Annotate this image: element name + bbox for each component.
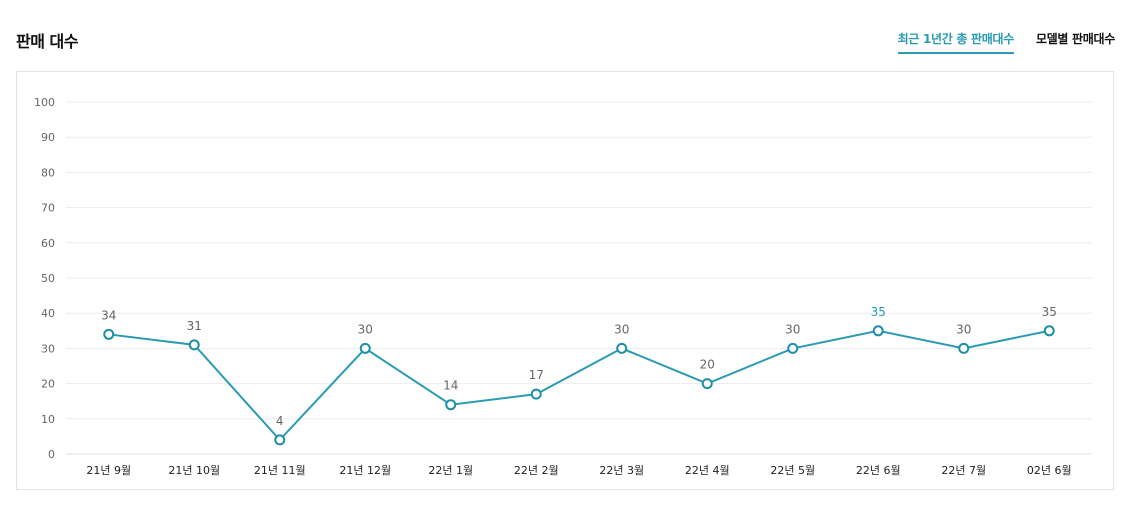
data-label: 30	[358, 322, 373, 336]
y-tick-label: 20	[41, 378, 55, 391]
y-tick-label: 30	[41, 342, 55, 355]
x-tick-label: 22년 5월	[770, 464, 815, 477]
y-tick-label: 10	[41, 413, 55, 426]
x-tick-label: 21년 12월	[339, 464, 391, 477]
x-tick-label: 22년 4월	[685, 464, 730, 477]
data-label: 30	[785, 322, 800, 336]
y-tick-label: 80	[41, 166, 55, 179]
data-point	[188, 339, 200, 351]
y-tick-label: 100	[34, 96, 55, 109]
data-label: 35	[871, 305, 886, 319]
data-point	[958, 342, 970, 354]
data-label: 30	[956, 322, 971, 336]
y-tick-label: 70	[41, 202, 55, 215]
chart-tabs: 최근 1년간 총 판매대수 모델별 판매대수	[897, 30, 1115, 54]
tab-by-model[interactable]: 모델별 판매대수	[1035, 32, 1115, 46]
y-tick-label: 90	[41, 131, 55, 144]
x-tick-label: 21년 10월	[168, 464, 220, 477]
data-label: 14	[443, 379, 458, 393]
x-tick-label: 02년 6월	[1027, 464, 1072, 477]
series-line	[108, 329, 1050, 442]
data-point	[1043, 325, 1055, 337]
data-point	[274, 434, 286, 446]
data-label: 4	[276, 414, 284, 428]
data-label: 34	[101, 308, 116, 322]
data-point	[359, 342, 371, 354]
y-tick-label: 60	[41, 237, 55, 250]
data-point	[103, 328, 115, 340]
x-tick-label: 22년 1월	[428, 464, 473, 477]
tab-yearly-total[interactable]: 최근 1년간 총 판매대수	[897, 30, 1014, 54]
data-point	[701, 378, 713, 390]
y-tick-label: 40	[41, 307, 55, 320]
chart-container	[16, 71, 1114, 490]
x-tick-label: 22년 6월	[856, 464, 901, 477]
data-point	[872, 325, 884, 337]
y-tick-label: 0	[48, 448, 55, 461]
x-tick-label: 22년 2월	[514, 464, 559, 477]
data-point	[787, 342, 799, 354]
page-title: 판매 대수	[16, 32, 78, 51]
data-point	[445, 399, 457, 411]
x-tick-label: 22년 7월	[941, 464, 986, 477]
x-tick-label: 22년 3월	[599, 464, 644, 477]
x-tick-label: 21년 11월	[254, 464, 306, 477]
data-point	[616, 342, 628, 354]
data-point	[530, 388, 542, 400]
data-label: 20	[700, 358, 715, 372]
data-label: 17	[529, 368, 544, 382]
data-label: 35	[1042, 305, 1057, 319]
data-label: 30	[614, 322, 629, 336]
data-label: 31	[187, 319, 202, 333]
y-tick-label: 50	[41, 272, 55, 285]
x-tick-label: 21년 9월	[86, 464, 131, 477]
